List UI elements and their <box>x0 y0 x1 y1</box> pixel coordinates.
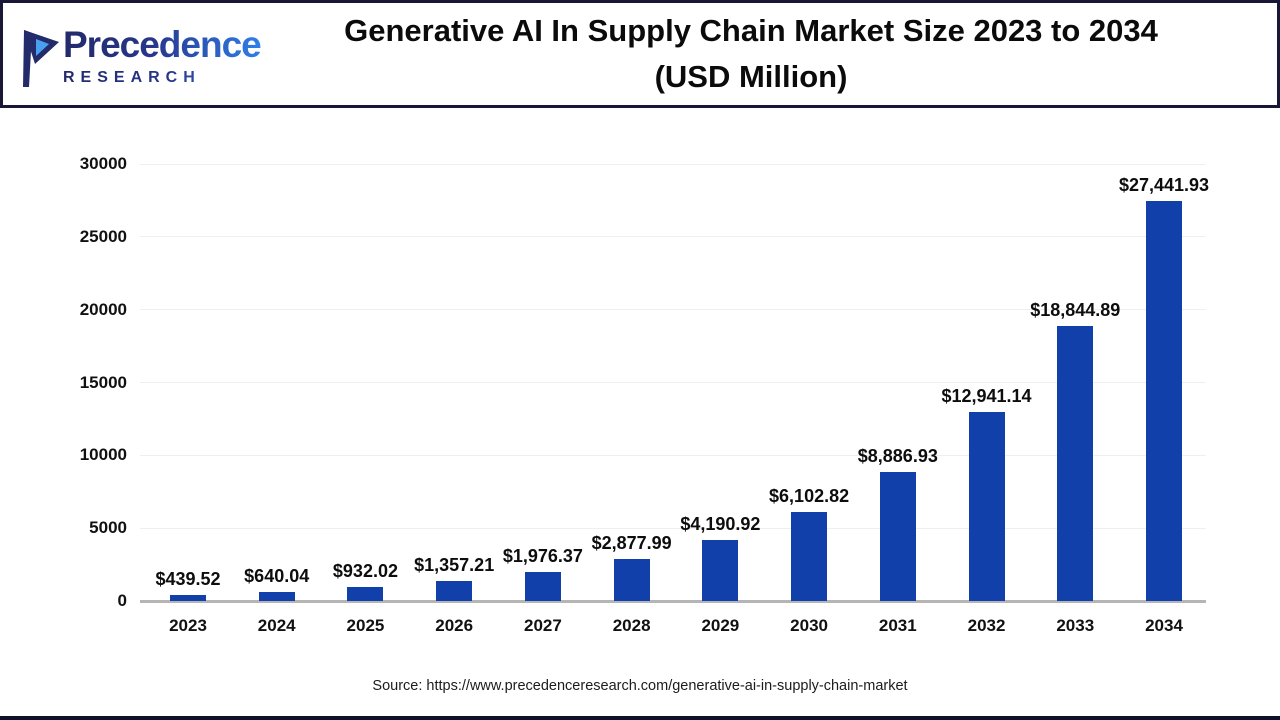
bar-value-label: $8,886.93 <box>857 445 938 466</box>
brand-logo: Precedence RESEARCH <box>3 19 271 89</box>
title-line-1: Generative AI In Supply Chain Market Siz… <box>344 13 1158 48</box>
bar <box>347 587 384 601</box>
y-axis-label: 5000 <box>89 518 127 538</box>
x-axis-label: 2027 <box>523 616 562 635</box>
y-axis-label: 30000 <box>79 154 127 173</box>
bar-value-label: $27,441.93 <box>1118 175 1210 196</box>
bar-value-label: $932.02 <box>332 561 398 582</box>
source-line: Source: https://www.precedenceresearch.c… <box>0 678 1280 694</box>
bar <box>613 559 650 601</box>
x-axis-label: 2030 <box>790 616 828 635</box>
x-axis-label: 2032 <box>967 616 1006 635</box>
x-axis-label: 2024 <box>257 616 296 635</box>
x-axis-label: 2029 <box>701 616 740 635</box>
gridline <box>140 527 1206 529</box>
y-axis-label: 20000 <box>79 299 127 319</box>
y-axis-label: 10000 <box>79 445 127 465</box>
bar <box>702 539 739 601</box>
header: Precedence RESEARCH Generative AI In Sup… <box>0 0 1280 108</box>
logo-text: Precedence RESEARCH <box>63 24 262 88</box>
x-axis-label: 2023 <box>169 616 207 635</box>
bar <box>1057 326 1094 601</box>
x-axis-label: 2034 <box>1145 616 1183 635</box>
x-axis-label: 2031 <box>878 616 917 635</box>
bar-value-label: $4,190.92 <box>680 513 761 534</box>
logo-subtitle: RESEARCH <box>63 68 261 88</box>
page-title: Generative AI In Supply Chain Market Siz… <box>271 8 1277 100</box>
bar-value-label: $12,941.14 <box>941 386 1032 407</box>
gridline <box>140 236 1206 238</box>
bar-value-label: $640.04 <box>244 565 310 586</box>
bottom-border <box>0 716 1280 720</box>
gridline <box>140 382 1206 383</box>
bar <box>879 471 916 601</box>
source-text: Source: https://www.precedenceresearch.c… <box>372 678 908 694</box>
x-axis-label: 2025 <box>346 616 385 635</box>
gridline <box>140 309 1206 311</box>
x-axis-line <box>140 600 1206 603</box>
x-axis-label: 2026 <box>435 616 474 635</box>
y-axis-label: 25000 <box>79 226 127 246</box>
x-axis-label: 2033 <box>1056 616 1095 635</box>
bar <box>1146 201 1182 601</box>
bar-value-label: $439.52 <box>155 568 221 589</box>
bar <box>791 512 828 601</box>
bar <box>524 572 561 601</box>
bar-value-label: $6,102.82 <box>769 486 850 507</box>
bar-value-label: $1,357.21 <box>414 555 495 576</box>
y-axis-label: 15000 <box>79 372 127 392</box>
bar <box>436 581 473 601</box>
x-axis-label: 2028 <box>612 616 651 635</box>
logo-wordmark: Precedence <box>63 24 262 65</box>
bar-value-label: $1,976.37 <box>502 546 583 567</box>
bar <box>258 591 295 601</box>
bar-value-label: $18,844.89 <box>1030 300 1121 321</box>
gridline <box>140 454 1206 456</box>
y-axis-label: 0 <box>117 591 127 610</box>
title-line-2: (USD Million) <box>654 59 848 94</box>
bar-value-label: $2,877.99 <box>591 533 672 554</box>
bar <box>968 412 1005 601</box>
bar <box>170 594 206 601</box>
gridline <box>140 163 1206 165</box>
precedence-logo-icon <box>23 30 59 87</box>
